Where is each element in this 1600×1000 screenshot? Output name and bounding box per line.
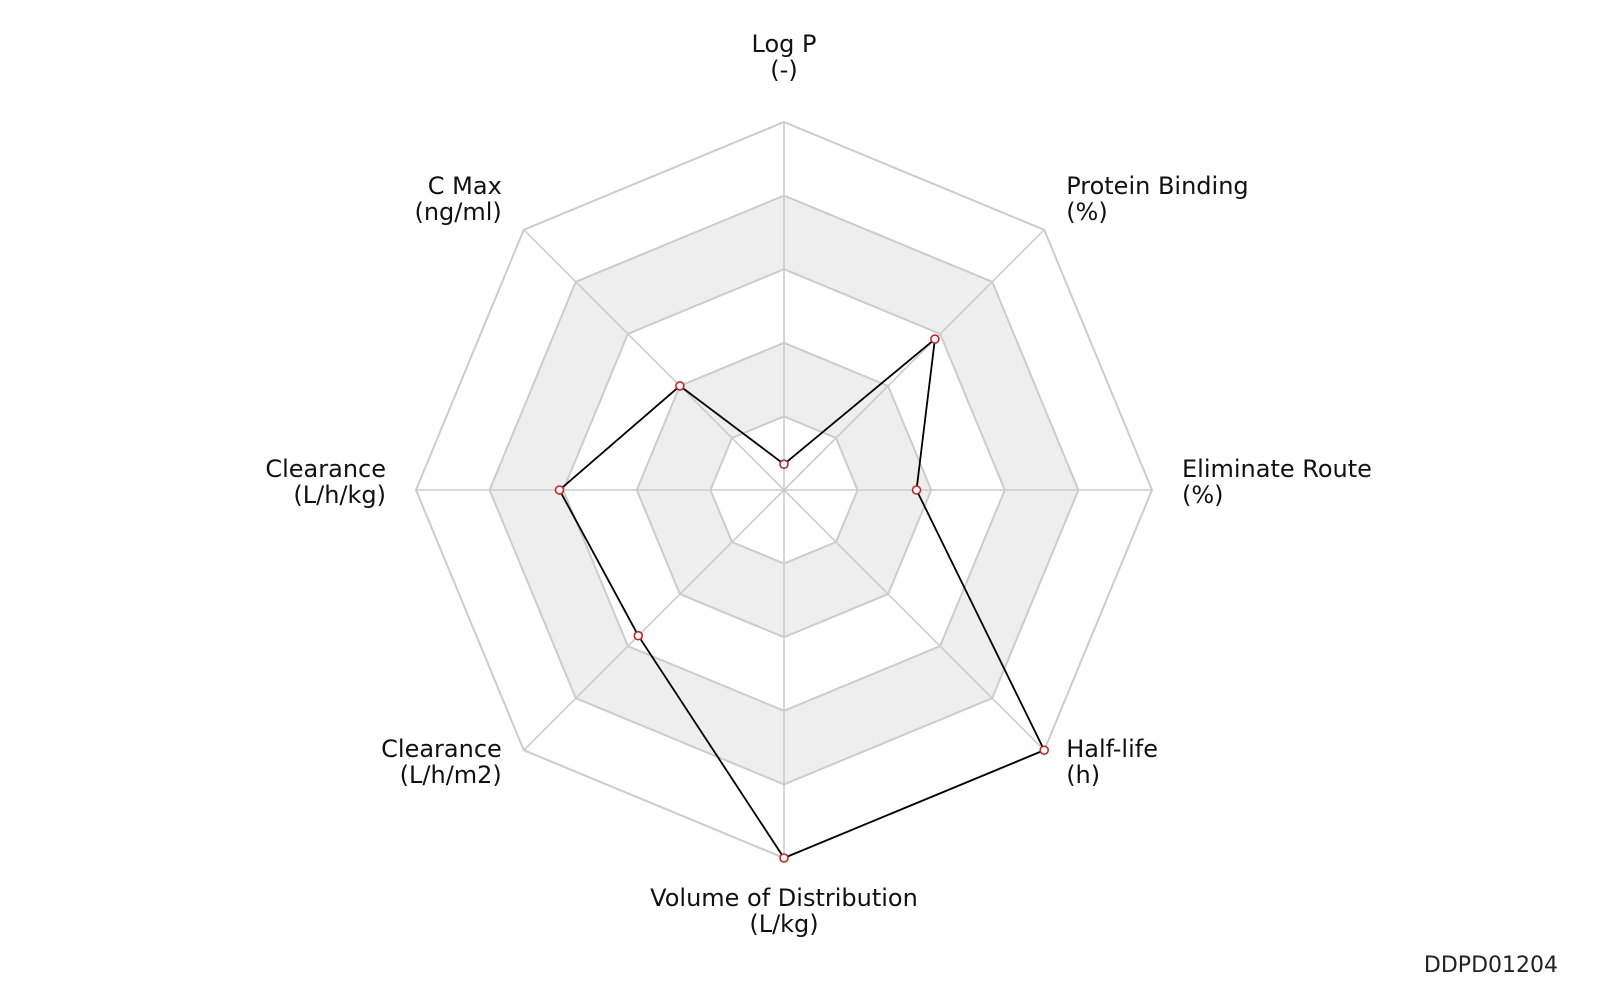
axis-label-unit: (ng/ml)	[414, 198, 501, 226]
axis-label-unit: (-)	[770, 56, 797, 84]
axis-label-name: Log P	[752, 30, 817, 58]
data-series	[554, 334, 1049, 863]
axis-label-name: Protein Binding	[1066, 172, 1248, 200]
axis-label-name: Volume of Distribution	[650, 884, 918, 912]
axis-spoke	[783, 489, 1045, 751]
axis-label: Clearance (L/h/m2)	[381, 735, 502, 789]
axis-label-unit: (L/kg)	[749, 910, 818, 938]
axis-label-unit: (%)	[1182, 481, 1224, 509]
data-point	[633, 630, 644, 641]
data-point	[554, 485, 565, 495]
axis-label-unit: (h)	[1066, 761, 1100, 789]
axis-label: C Max (ng/ml)	[414, 172, 501, 226]
axis-label: Protein Binding (%)	[1066, 172, 1248, 226]
axis-label: Eliminate Route (%)	[1182, 455, 1372, 509]
data-point	[930, 334, 940, 344]
axis-label: Volume of Distribution (L/kg)	[650, 884, 918, 938]
axis-label-name: Clearance	[265, 455, 386, 483]
data-point	[911, 485, 922, 495]
axis-label: Half-life (h)	[1066, 735, 1158, 789]
axis-spoke	[783, 229, 1045, 491]
axis-label-unit: (L/h/m2)	[400, 761, 502, 789]
axis-spoke	[523, 489, 785, 751]
axis-label-unit: (%)	[1066, 198, 1108, 226]
axis-label-unit: (L/h/kg)	[293, 481, 386, 509]
data-point	[779, 853, 789, 863]
axis-spoke	[523, 229, 785, 491]
data-point	[675, 381, 685, 391]
axis-label-name: Eliminate Route	[1182, 455, 1372, 483]
axis-label: Clearance (L/h/kg)	[265, 455, 386, 509]
axis-spokes	[416, 122, 1152, 858]
axis-label-name: Half-life	[1066, 735, 1158, 763]
data-point	[779, 459, 789, 470]
axis-label-name: Clearance	[381, 735, 502, 763]
axis-label-name: C Max	[428, 172, 502, 200]
axis-labels: Log P (-)Protein Binding (%)Eliminate Rout…	[265, 30, 1372, 938]
data-point	[1039, 745, 1049, 756]
watermark-id: DDPD01204	[1423, 953, 1558, 978]
axis-label: Log P (-)	[752, 30, 817, 84]
